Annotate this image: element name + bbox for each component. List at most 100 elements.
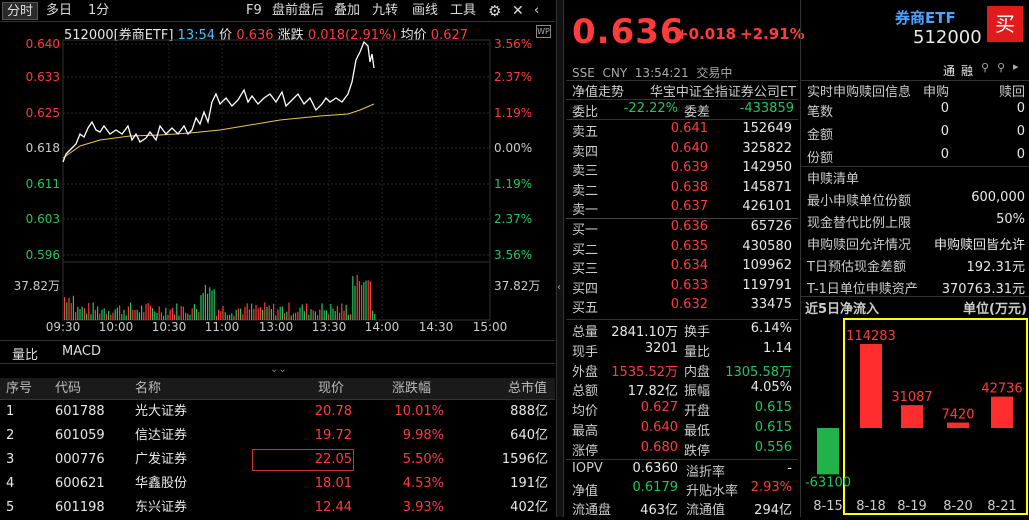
volume-bar (229, 314, 231, 320)
gear-icon[interactable]: ⚙ (488, 2, 502, 20)
volume-bar (189, 314, 191, 320)
table-row[interactable]: 5 601198 东兴证券 12.44 3.93% 402亿 (0, 496, 555, 520)
book-price[interactable]: 0.635 (670, 238, 708, 254)
volume-bar (152, 308, 154, 320)
nav-trend-link[interactable]: 净值走势 (572, 85, 625, 100)
chart-avg: 0.627 (430, 28, 469, 43)
col-pct[interactable]: 涨跌幅 (392, 381, 432, 396)
tab-draw[interactable]: 画线 (412, 3, 439, 18)
volume-bar (224, 312, 226, 320)
volume-bar (134, 309, 136, 320)
book-price[interactable]: 0.632 (670, 297, 708, 312)
table-row[interactable]: 2 601059 信达证券 19.72 9.98% 640亿 (0, 424, 555, 448)
volume-bar (323, 310, 325, 320)
tab-premarket[interactable]: 盘前盘后 (272, 3, 325, 18)
buy-button[interactable]: 买 (987, 6, 1023, 42)
volume-bar (193, 304, 195, 320)
left-panel: 分时 多日 1分 F9 盘前盘后 叠加 九转 画线 工具 ⚙ ✕ ‹ 51200… (0, 0, 555, 517)
tab-tools[interactable]: 工具 (450, 3, 477, 18)
volume-bar (262, 309, 264, 320)
row-price: 12.44 (314, 500, 352, 515)
tab-volume-ratio[interactable]: 量比 (12, 348, 39, 363)
volume-bar (244, 306, 246, 320)
flow-bar (817, 428, 839, 475)
col-code[interactable]: 代码 (55, 381, 82, 396)
volume-bar (266, 306, 268, 320)
flow-category-label: 8-19 (897, 499, 927, 514)
expand-icon[interactable]: ▸ (1013, 60, 1019, 73)
list-title: 申赎清单 (807, 172, 860, 187)
row-code: 000776 (55, 452, 105, 467)
book-price[interactable]: 0.634 (670, 258, 708, 273)
panel-splitter[interactable]: ‹ (556, 0, 564, 517)
book-price[interactable]: 0.638 (670, 179, 708, 195)
tab-macd[interactable]: MACD (62, 344, 101, 359)
volume-bars (64, 274, 376, 320)
x-tick: 13:00 (259, 320, 294, 334)
chart-toolbar: 分时 多日 1分 F9 盘前盘后 叠加 九转 画线 工具 ⚙ ✕ ‹ (0, 0, 555, 22)
tab-intraday[interactable]: 分时 (2, 2, 39, 20)
volume-bar (226, 314, 228, 320)
flow-value-label: 42736 (981, 382, 1022, 397)
table-row[interactable]: 1 601788 光大证券 20.78 10.01% 888亿 (0, 400, 555, 424)
volume-bar (365, 280, 367, 320)
row-mcap: 402亿 (510, 500, 548, 515)
tab-overlay[interactable]: 叠加 (334, 3, 361, 18)
close-icon[interactable]: ✕ (512, 3, 524, 19)
highlight-box (843, 318, 1028, 515)
chevron-down-icon[interactable]: ⌄⌄ (270, 364, 287, 375)
tab-multiday[interactable]: 多日 (46, 3, 73, 18)
table-row[interactable]: 3 000776 广发证券 22.05 5.50% 1596亿 (0, 448, 555, 472)
collapse-arrow-icon[interactable]: ‹ (557, 282, 561, 293)
book-level-label: 卖五 (572, 125, 599, 140)
volume-bar (105, 313, 107, 320)
etf-stat-value: 0.6360 (632, 461, 679, 476)
book-price[interactable]: 0.637 (670, 199, 708, 214)
volume-bar (213, 289, 215, 320)
volume-bar (255, 304, 257, 320)
bell-icon[interactable]: ⚲ (981, 61, 990, 74)
book-price[interactable]: 0.636 (670, 219, 708, 234)
average-price-line (62, 103, 375, 159)
quote-time: 13:54:21 (634, 66, 689, 80)
volume-bar (352, 276, 354, 320)
row-code: 601059 (55, 428, 105, 443)
book-price[interactable]: 0.640 (670, 140, 708, 156)
volume-bar (202, 292, 204, 320)
col-no[interactable]: 序号 (6, 381, 33, 396)
list-value: 600,000 (971, 190, 1025, 205)
flow-bar (901, 405, 923, 428)
book-price[interactable]: 0.633 (670, 277, 708, 293)
table-row[interactable]: 4 600621 华鑫股份 18.01 4.53% 191亿 (0, 472, 555, 496)
volume-bar (138, 312, 140, 320)
stat-value: 3201 (644, 340, 678, 356)
margin-rong-icon[interactable]: 融 (961, 64, 974, 78)
col-mcap[interactable]: 总市值 (508, 381, 548, 396)
volume-bar (97, 306, 99, 320)
flow-title: 近5日净流入 (805, 302, 880, 317)
col-price[interactable]: 现价 (318, 381, 345, 396)
tab-1min[interactable]: 1分 (88, 3, 110, 18)
volume-bar (101, 309, 103, 320)
book-price[interactable]: 0.641 (670, 121, 708, 136)
wp-icon[interactable]: WP (536, 25, 551, 38)
chevron-left-icon[interactable]: ‹ (534, 3, 540, 18)
volume-bar (363, 282, 365, 320)
volume-bar (66, 302, 68, 320)
flow-unit: 单位(万元) (963, 302, 1027, 317)
volume-bar (141, 305, 143, 320)
margin-tong-icon[interactable]: 通 (943, 64, 956, 78)
volume-bar (328, 314, 330, 320)
etf-stat-value: 294亿 (754, 503, 792, 518)
volume-bar (268, 305, 270, 320)
col-name[interactable]: 名称 (135, 381, 162, 396)
alert-icon[interactable]: ⚲ (997, 61, 1006, 74)
sr-title: 实时申购赎回信息 (807, 85, 912, 100)
tab-f9[interactable]: F9 (246, 3, 262, 18)
tab-ninefold[interactable]: 九转 (372, 3, 399, 18)
volume-bar (275, 315, 277, 320)
x-tick: 10:30 (152, 320, 187, 334)
book-price[interactable]: 0.639 (670, 160, 708, 175)
volume-bar (235, 309, 237, 320)
book-qty: 152649 (742, 121, 792, 136)
